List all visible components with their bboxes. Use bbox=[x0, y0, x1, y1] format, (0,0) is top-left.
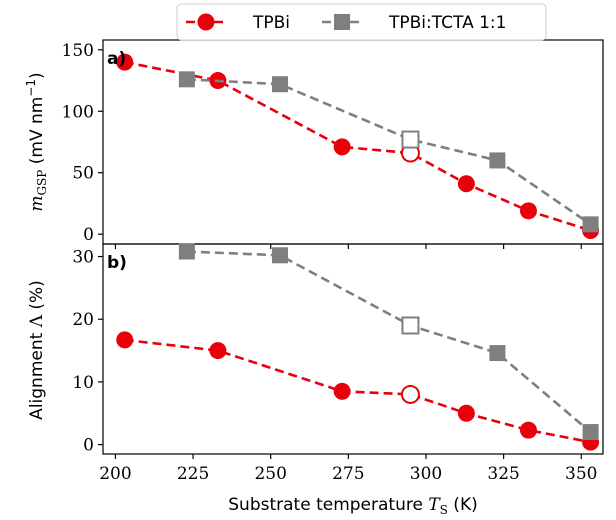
data-point-a-0-5 bbox=[519, 202, 537, 220]
data-point-b-1-2 bbox=[401, 316, 420, 335]
panel-a-ylabel: mGSP (mV nm−1) bbox=[24, 72, 49, 211]
legend-entry-tpbi-tcta: TPBi:TCTA 1:1 bbox=[322, 13, 506, 33]
panel-a-label: a) bbox=[107, 49, 126, 69]
panel-a: 0 50 100 150 a) mGSP (mV nm−1) bbox=[24, 39, 604, 249]
data-point-a-1-1 bbox=[272, 76, 289, 93]
data-point-a-1-0 bbox=[178, 71, 195, 88]
series-line-a-0 bbox=[124, 60, 591, 232]
data-point-b-1-0 bbox=[178, 243, 195, 260]
data-point-b-1-1 bbox=[272, 247, 289, 264]
data-point-b-1-3 bbox=[489, 345, 506, 362]
data-point-b-0-2 bbox=[333, 382, 351, 400]
x-tick-label: 200 bbox=[99, 464, 131, 484]
panel-a-ticks: 0 50 100 150 bbox=[62, 41, 582, 249]
x-axis-label: Substrate temperature TS (K) bbox=[228, 495, 477, 517]
data-point-b-0-1 bbox=[209, 342, 227, 360]
panel-a-series bbox=[116, 53, 600, 239]
y-tick-label-b: 0 bbox=[83, 436, 94, 456]
panel-b-label: b) bbox=[107, 253, 127, 273]
y-tick-label-a: 0 bbox=[83, 225, 94, 245]
data-point-a-1-3 bbox=[489, 152, 506, 169]
data-point-b-0-4 bbox=[457, 404, 475, 422]
y-tick-label-b: 30 bbox=[72, 248, 94, 268]
data-point-b-0-3 bbox=[400, 384, 420, 404]
panel-b-ylabel: Alignment Λ (%) bbox=[27, 280, 47, 420]
panel-b-frame bbox=[102, 243, 604, 455]
legend-label-1: TPBi:TCTA 1:1 bbox=[388, 13, 506, 33]
panel-b: 0 10 20 30 200 225 250 275 300 325 350 b) Alignmen… bbox=[27, 243, 604, 517]
legend-label-0: TPBi bbox=[252, 13, 290, 33]
legend-marker-1 bbox=[334, 14, 350, 30]
data-point-b-1-4 bbox=[582, 424, 599, 441]
data-point-a-0-0 bbox=[116, 53, 134, 71]
legend-marker-0 bbox=[197, 13, 215, 31]
x-tick-label: 325 bbox=[487, 464, 519, 484]
y-tick-label-a: 50 bbox=[72, 164, 94, 184]
data-point-a-1-4 bbox=[582, 216, 599, 233]
data-point-a-0-4 bbox=[457, 175, 475, 193]
x-tick-label: 275 bbox=[332, 464, 364, 484]
legend: TPBi TPBi:TCTA 1:1 bbox=[176, 3, 547, 41]
x-tick-label: 250 bbox=[254, 464, 286, 484]
legend-entry-tpbi: TPBi bbox=[186, 13, 290, 33]
y-tick-label-a: 150 bbox=[62, 41, 94, 61]
panel-b-ticks: 0 10 20 30 200 225 250 275 300 325 350 bbox=[72, 248, 597, 484]
panel-b-series bbox=[116, 243, 600, 451]
series-line-b-1 bbox=[186, 250, 592, 434]
y-tick-label-b: 10 bbox=[72, 373, 94, 393]
data-point-b-0-0 bbox=[116, 331, 134, 349]
data-point-b-0-5 bbox=[519, 421, 537, 439]
legend-box bbox=[176, 3, 547, 41]
y-tick-label-a: 100 bbox=[62, 102, 94, 122]
series-line-a-1 bbox=[186, 78, 592, 226]
data-point-a-0-2 bbox=[333, 138, 351, 156]
x-tick-label: 300 bbox=[410, 464, 442, 484]
x-tick-label: 350 bbox=[565, 464, 597, 484]
y-tick-label-b: 20 bbox=[72, 310, 94, 330]
data-point-a-1-2 bbox=[401, 130, 420, 149]
x-tick-label: 225 bbox=[177, 464, 209, 484]
